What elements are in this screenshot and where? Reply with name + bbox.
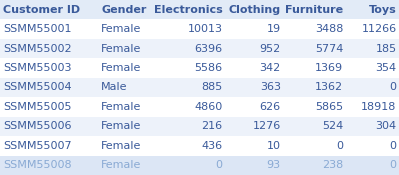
Bar [0, 78, 399, 97]
Bar [0, 156, 399, 175]
Text: Female: Female [101, 44, 142, 54]
Text: 524: 524 [322, 121, 343, 131]
Text: 5586: 5586 [195, 63, 223, 73]
Text: 1276: 1276 [253, 121, 280, 131]
Text: 3488: 3488 [315, 24, 343, 34]
Text: 216: 216 [201, 121, 223, 131]
Text: 1369: 1369 [315, 63, 343, 73]
Text: 5865: 5865 [315, 102, 343, 112]
Text: SSMM55002: SSMM55002 [3, 44, 72, 54]
Bar [0, 19, 399, 39]
Text: Male: Male [101, 82, 128, 93]
Bar [0, 0, 399, 19]
Text: Gender: Gender [101, 5, 147, 15]
Text: Customer ID: Customer ID [3, 5, 80, 15]
Text: 342: 342 [259, 63, 280, 73]
Text: SSMM55008: SSMM55008 [3, 160, 72, 170]
Text: SSMM55006: SSMM55006 [3, 121, 72, 131]
Text: Furniture: Furniture [285, 5, 343, 15]
Text: SSMM55005: SSMM55005 [3, 102, 72, 112]
Bar [0, 97, 399, 117]
Text: 19: 19 [267, 24, 280, 34]
Text: Female: Female [101, 24, 142, 34]
Text: 238: 238 [322, 160, 343, 170]
Text: SSMM55001: SSMM55001 [3, 24, 72, 34]
Text: 885: 885 [201, 82, 223, 93]
Text: 185: 185 [375, 44, 397, 54]
Bar [0, 136, 399, 156]
Text: 93: 93 [267, 160, 280, 170]
Text: 10013: 10013 [188, 24, 223, 34]
Text: 18918: 18918 [361, 102, 397, 112]
Text: Female: Female [101, 102, 142, 112]
Text: SSMM55004: SSMM55004 [3, 82, 72, 93]
Text: 363: 363 [260, 82, 280, 93]
Text: 626: 626 [260, 102, 280, 112]
Text: Clothing: Clothing [229, 5, 280, 15]
Text: 0: 0 [389, 160, 397, 170]
Text: Female: Female [101, 141, 142, 151]
Text: 0: 0 [216, 160, 223, 170]
Text: 6396: 6396 [195, 44, 223, 54]
Text: SSMM55007: SSMM55007 [3, 141, 72, 151]
Text: Electronics: Electronics [154, 5, 223, 15]
Bar [0, 58, 399, 78]
Text: 304: 304 [375, 121, 397, 131]
Text: Toys: Toys [369, 5, 397, 15]
Text: 11266: 11266 [361, 24, 397, 34]
Text: 1362: 1362 [315, 82, 343, 93]
Text: 952: 952 [259, 44, 280, 54]
Text: 354: 354 [375, 63, 397, 73]
Text: 5774: 5774 [315, 44, 343, 54]
Text: Female: Female [101, 160, 142, 170]
Bar [0, 117, 399, 136]
Text: 0: 0 [389, 141, 397, 151]
Text: 0: 0 [336, 141, 343, 151]
Text: 10: 10 [267, 141, 280, 151]
Text: 436: 436 [201, 141, 223, 151]
Text: Female: Female [101, 63, 142, 73]
Text: Female: Female [101, 121, 142, 131]
Text: 4860: 4860 [194, 102, 223, 112]
Text: SSMM55003: SSMM55003 [3, 63, 72, 73]
Bar [0, 39, 399, 58]
Text: 0: 0 [389, 82, 397, 93]
